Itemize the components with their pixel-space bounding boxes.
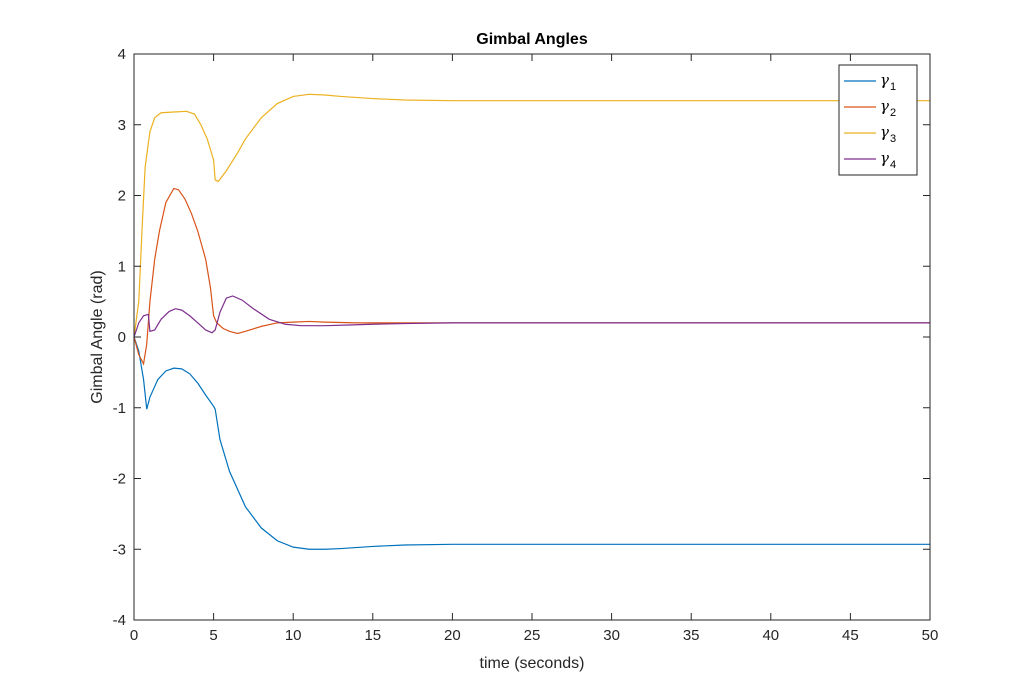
series-line-3	[134, 93, 930, 338]
x-tick-label: 15	[364, 627, 381, 644]
y-tick-label: -1	[113, 400, 126, 417]
y-tick-label: 0	[118, 329, 126, 346]
legend-label-3: γ3	[880, 123, 896, 145]
y-axis-label: Gimbal Angle (rad)	[89, 270, 106, 403]
series-line-4	[134, 295, 930, 338]
y-tick-label: -4	[113, 612, 126, 629]
y-tick-label: 4	[118, 46, 126, 63]
x-tick-label: 10	[285, 627, 302, 644]
axes-box	[133, 53, 931, 621]
legend-label-2: γ2	[880, 97, 896, 119]
y-tick-label: 3	[118, 117, 126, 134]
y-tick-label: -2	[113, 471, 126, 488]
x-tick-label: 5	[209, 627, 217, 644]
y-tick-label: 2	[118, 188, 126, 205]
x-tick-label: 50	[922, 627, 939, 644]
x-axis-label: time (seconds)	[480, 655, 585, 672]
series-line-2	[134, 187, 930, 366]
chart-title: Gimbal Angles	[476, 31, 588, 48]
legend-box	[838, 64, 918, 176]
plot-area: 0 5 10 15 20 25 30 35 40 45 50 -4 -3 -2 -1 0 1 2 3 4	[113, 46, 939, 644]
legend-label-4: γ4	[880, 149, 896, 171]
y-tick-label: -3	[113, 541, 126, 558]
x-tick-label: 30	[603, 627, 620, 644]
x-tick-label: 40	[762, 627, 779, 644]
x-tick-label: 20	[444, 627, 461, 644]
x-tick-label: 25	[524, 627, 541, 644]
legend-label-1: γ1	[880, 71, 896, 93]
x-tick-label: 35	[683, 627, 700, 644]
x-tick-label: 45	[842, 627, 859, 644]
y-tick-label: 1	[118, 258, 126, 275]
series-line-1	[134, 336, 930, 550]
legend: γ1 γ2 γ3 γ4	[838, 64, 918, 176]
x-tick-label: 0	[130, 627, 138, 644]
